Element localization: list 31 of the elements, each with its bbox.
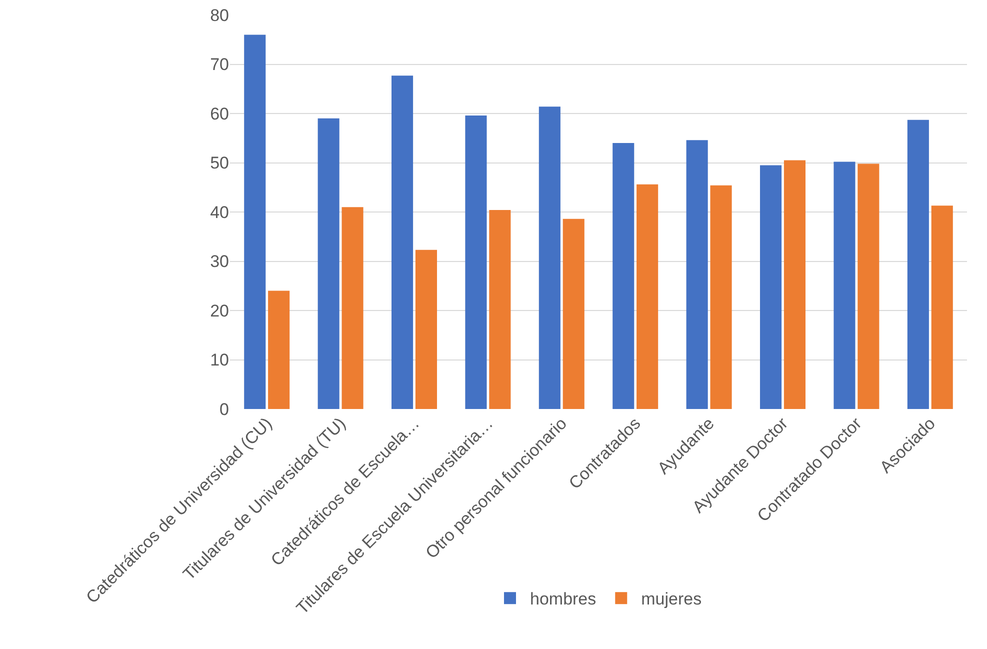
- bar: [760, 165, 782, 409]
- bar: [612, 143, 634, 409]
- y-tick-label: 70: [210, 55, 229, 74]
- y-tick-label: 50: [210, 154, 229, 173]
- bar: [858, 164, 880, 409]
- bar: [931, 206, 953, 409]
- bar: [268, 290, 290, 409]
- bar: [686, 140, 708, 409]
- y-tick-label: 0: [220, 400, 229, 419]
- bar: [342, 207, 364, 409]
- bar: [489, 210, 511, 409]
- y-tick-label: 80: [210, 6, 229, 25]
- legend-label: mujeres: [641, 590, 702, 609]
- legend-label: hombres: [530, 590, 596, 609]
- bar: [538, 106, 560, 409]
- bar: [784, 160, 806, 409]
- bar: [318, 118, 340, 409]
- bar: [636, 184, 658, 409]
- y-tick-label: 30: [210, 252, 229, 272]
- bar: [907, 120, 929, 409]
- y-tick-label: 10: [210, 350, 229, 370]
- bar: [562, 218, 584, 409]
- bar: [392, 76, 414, 409]
- bar: [415, 250, 437, 409]
- bar: [834, 162, 856, 409]
- y-tick-label: 40: [210, 202, 229, 222]
- bar: [710, 185, 732, 409]
- bar: [244, 34, 266, 409]
- y-tick-label: 20: [210, 301, 229, 320]
- bar: [465, 115, 487, 409]
- y-tick-label: 60: [210, 104, 229, 124]
